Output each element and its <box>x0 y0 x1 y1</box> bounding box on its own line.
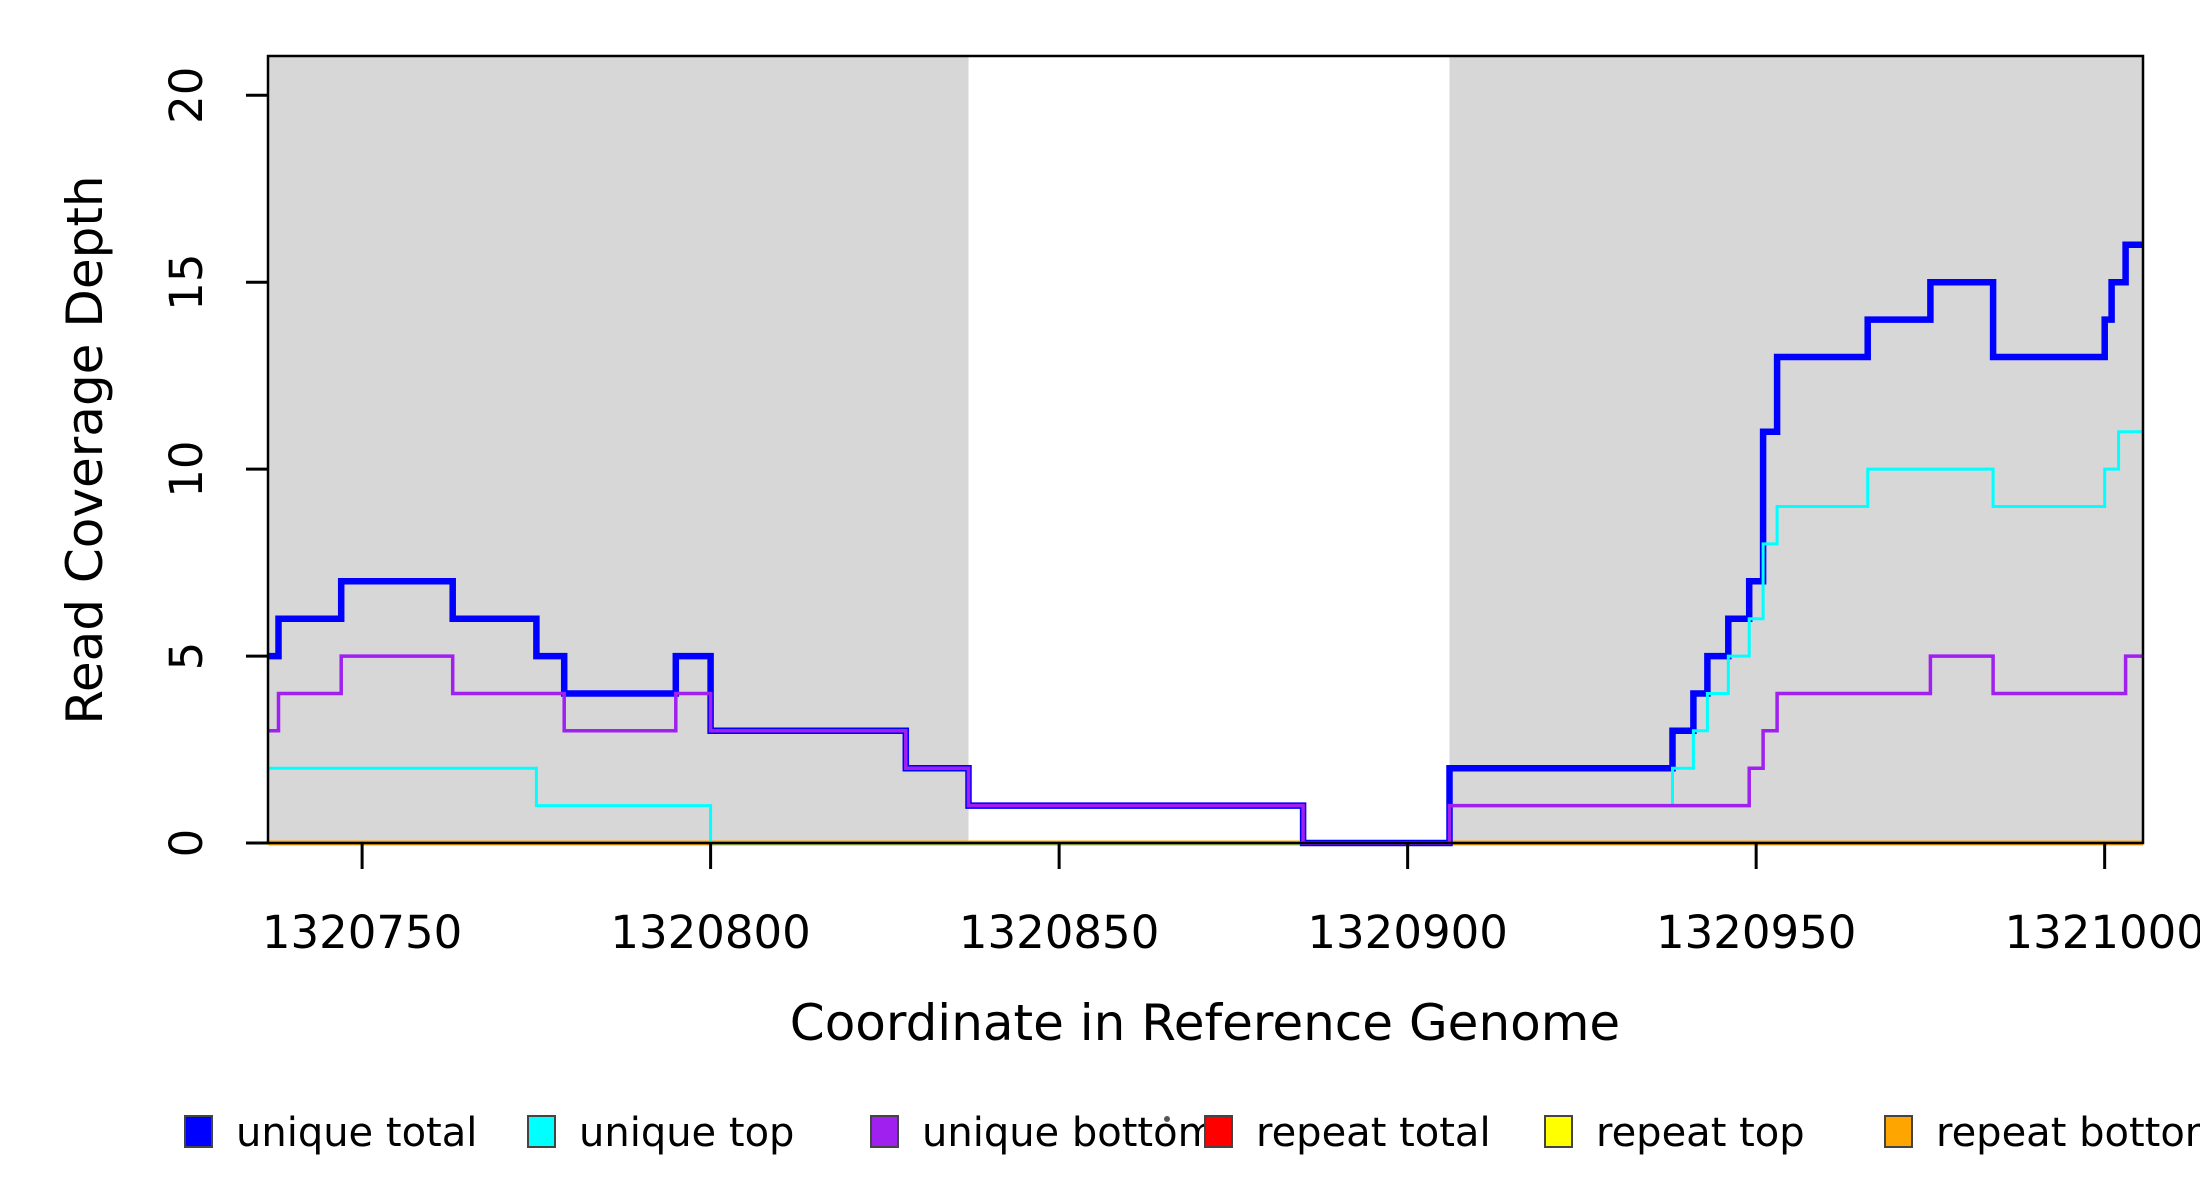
x-tick-label: 1320900 <box>1307 906 1507 959</box>
x-tick-label: 1320950 <box>1656 906 1856 959</box>
y-tick-label: 5 <box>160 642 213 671</box>
stray-dot <box>1164 1116 1170 1122</box>
legend: unique total unique top unique bottom repea… <box>184 1110 2200 1156</box>
x-tick-label: 1320850 <box>959 906 1159 959</box>
legend-label: unique bottom <box>922 1110 1217 1156</box>
x-tick-label: 1320800 <box>610 906 810 959</box>
x-axis: 1320750 1320800 1320850 1320900 1320950 13210… <box>262 843 2200 959</box>
x-tick-label: 1321000 <box>2004 906 2200 959</box>
repeat-region-left <box>268 56 969 843</box>
legend-label: unique top <box>579 1110 794 1156</box>
legend-item-repeat-top: repeat top <box>1544 1110 1805 1156</box>
series-unique-total-line <box>268 241 2143 847</box>
plot-border-box <box>266 54 2145 845</box>
repeat-region-right <box>1449 56 2143 843</box>
legend-item-unique-total: unique total <box>184 1110 477 1156</box>
legend-item-repeat-total: repeat total <box>1204 1110 1491 1156</box>
legend-swatch-unique-total-icon <box>184 1115 213 1148</box>
y-axis-title: Read Coverage Depth <box>56 175 114 724</box>
legend-swatch-unique-top-icon <box>527 1115 556 1148</box>
legend-swatch-unique-bottom-icon <box>870 1115 899 1148</box>
x-axis-title: Coordinate in Reference Genome <box>790 994 1620 1052</box>
legend-swatch-repeat-top-icon <box>1544 1115 1573 1148</box>
repeat-region-bands <box>268 56 2143 843</box>
y-axis: 0 5 10 15 20 <box>160 67 268 858</box>
y-tick-label: 0 <box>160 829 213 858</box>
y-tick-label: 15 <box>160 254 213 311</box>
legend-swatch-repeat-total-icon <box>1204 1115 1233 1148</box>
legend-item-repeat-bottom: repeat bottom <box>1884 1110 2200 1156</box>
y-tick-label: 10 <box>160 440 213 497</box>
legend-item-unique-top: unique top <box>527 1110 794 1156</box>
legend-item-unique-bottom: unique bottom <box>870 1110 1217 1156</box>
x-tick-label: 1320750 <box>262 906 462 959</box>
y-tick-label: 20 <box>160 67 213 124</box>
legend-label: repeat total <box>1256 1110 1491 1156</box>
legend-swatch-repeat-bottom-icon <box>1884 1115 1913 1148</box>
legend-label: repeat bottom <box>1936 1110 2200 1156</box>
series-unique-bottom-line <box>268 654 2143 845</box>
legend-label: unique total <box>236 1110 477 1156</box>
legend-label: repeat top <box>1596 1110 1805 1156</box>
